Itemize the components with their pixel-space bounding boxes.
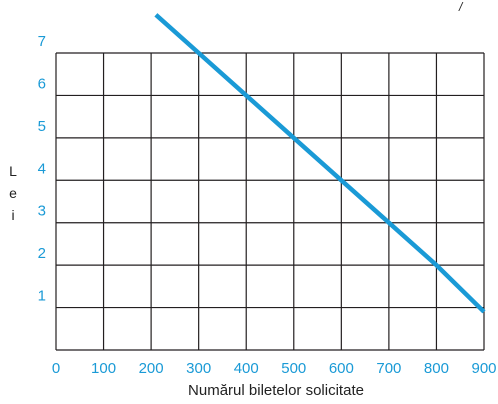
- series-layer: [154, 13, 486, 314]
- y-tick-label: 3: [38, 203, 46, 220]
- x-tick-label: 100: [91, 360, 116, 377]
- y-tick-label: 4: [38, 160, 46, 177]
- x-axis-title: Numărul biletelor solicitate: [188, 382, 364, 399]
- y-axis-title-letter: i: [11, 207, 14, 223]
- corner-mark: /: [458, 0, 464, 14]
- x-tick-label: 400: [234, 360, 259, 377]
- y-axis-title-letter: e: [9, 185, 17, 201]
- y-axis-title-letter: L: [9, 163, 17, 179]
- y-tick-label: 7: [38, 33, 46, 50]
- grid: [55, 52, 485, 351]
- y-tick-labels: 1 2 3 4 5 6 7: [38, 33, 46, 305]
- x-tick-label: 900: [471, 360, 496, 377]
- x-tick-label: 600: [329, 360, 354, 377]
- x-tick-label: 300: [186, 360, 211, 377]
- x-tick-label: 800: [424, 360, 449, 377]
- x-tick-label: 500: [281, 360, 306, 377]
- x-tick-label: 700: [376, 360, 401, 377]
- y-tick-label: 6: [38, 75, 46, 92]
- x-tick-labels: 0 100 200 300 400 500 600 700 800 900: [52, 360, 497, 377]
- x-tick-label: 0: [52, 360, 60, 377]
- y-tick-label: 5: [38, 118, 46, 135]
- y-tick-label: 2: [38, 245, 46, 262]
- y-tick-label: 1: [38, 288, 46, 305]
- y-axis-title: Lei: [9, 163, 17, 223]
- x-tick-label: 200: [139, 360, 164, 377]
- series-line: [154, 13, 486, 314]
